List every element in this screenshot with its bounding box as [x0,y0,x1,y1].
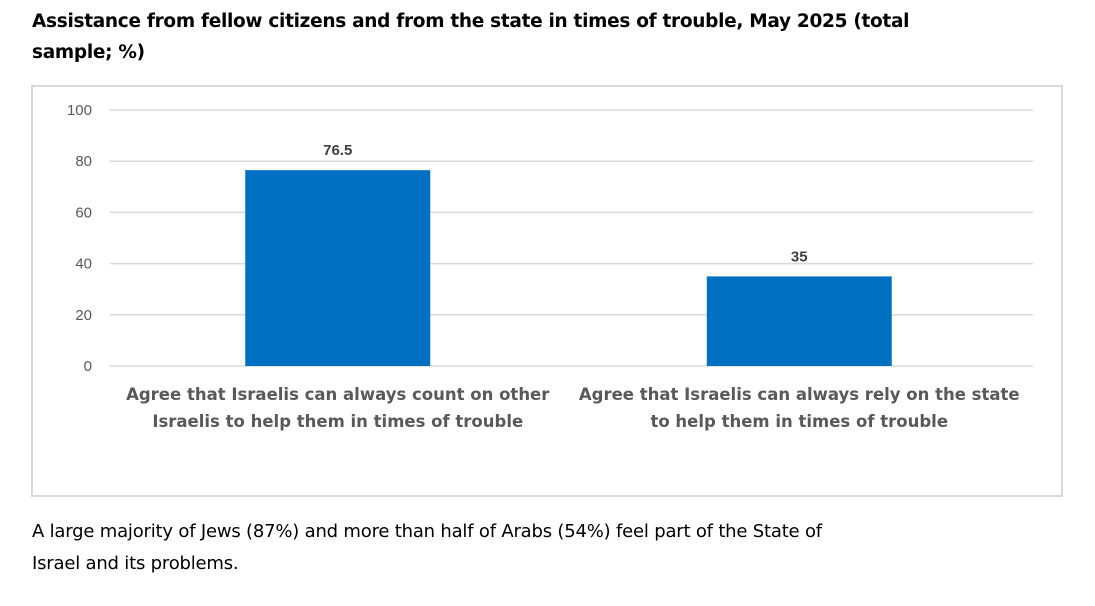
y-tick-label: 20 [75,307,92,324]
data-label: 35 [791,248,808,265]
chart-title-line-1: Assistance from fellow citizens and from… [32,11,910,32]
chart-title: Assistance from fellow citizens and from… [32,6,932,68]
y-axis-ticks: 0 20 40 60 80 100 [67,102,92,375]
chart-frame [31,85,1063,497]
caption-paragraph: A large majority of Jews (87%) and more … [32,516,932,580]
y-tick-label: 100 [67,102,92,119]
chart-title-line-2: sample; %) [32,42,145,63]
y-tick-label: 80 [75,153,92,170]
category-label: Agree that Israelis can always rely on t… [579,385,1020,404]
category-label: to help them in times of trouble [650,412,948,431]
category-label: Israelis to help them in times of troubl… [152,412,523,431]
y-tick-label: 40 [75,256,92,273]
data-labels: 76.5 35 [323,142,807,265]
category-labels: Agree that Israelis can always count on … [126,385,1020,431]
caption-line-1: A large majority of Jews (87%) and more … [32,521,822,542]
data-label: 76.5 [323,142,352,159]
y-tick-label: 60 [75,204,92,221]
y-tick-label: 0 [84,358,92,375]
caption-line-2: Israel and its problems. [32,553,239,574]
category-label: Agree that Israelis can always count on … [126,385,550,404]
bar [706,276,892,366]
bars [245,170,892,366]
bar [245,170,431,366]
